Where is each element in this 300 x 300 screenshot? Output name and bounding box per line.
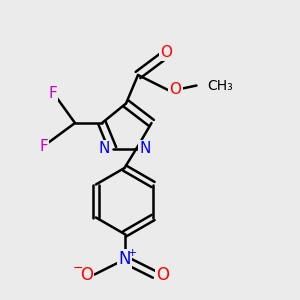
Text: N: N: [140, 141, 151, 156]
Text: O: O: [80, 266, 93, 284]
Text: O: O: [169, 82, 181, 98]
Text: F: F: [48, 85, 57, 100]
Text: N: N: [98, 141, 110, 156]
Text: CH₃: CH₃: [207, 79, 233, 92]
Text: −: −: [73, 262, 83, 275]
Text: O: O: [160, 45, 172, 60]
Text: N: N: [118, 250, 131, 268]
Text: F: F: [39, 140, 48, 154]
Text: +: +: [127, 248, 137, 258]
Text: O: O: [156, 266, 169, 284]
